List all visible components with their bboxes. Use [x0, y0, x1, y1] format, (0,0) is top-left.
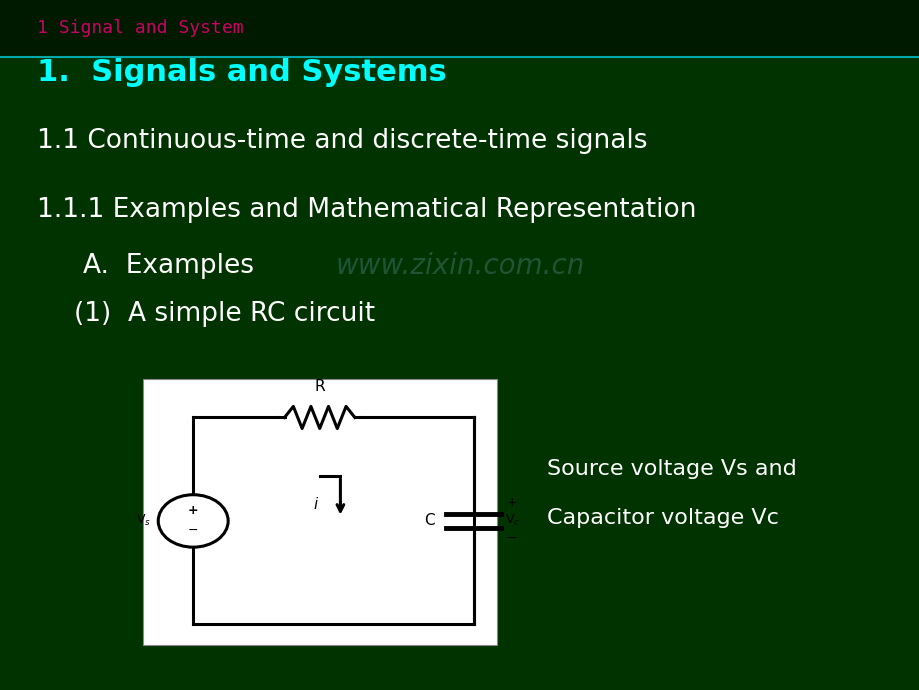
Text: +: + — [187, 504, 199, 518]
Text: −: − — [506, 532, 516, 545]
Text: 1.  Signals and Systems: 1. Signals and Systems — [37, 58, 446, 87]
Text: Capacitor voltage Vc: Capacitor voltage Vc — [547, 508, 778, 527]
Text: V$_c$: V$_c$ — [505, 513, 520, 529]
Text: 1.1 Continuous-time and discrete-time signals: 1.1 Continuous-time and discrete-time si… — [37, 128, 647, 155]
Text: C: C — [424, 513, 435, 529]
Text: V$_s$: V$_s$ — [136, 513, 151, 529]
Text: +: + — [506, 495, 517, 509]
Circle shape — [158, 495, 228, 547]
Text: i: i — [313, 497, 317, 512]
Text: (1)  A simple RC circuit: (1) A simple RC circuit — [74, 301, 374, 327]
Text: R: R — [314, 379, 324, 394]
Text: 1 Signal and System: 1 Signal and System — [37, 19, 244, 37]
Text: 1.1.1 Examples and Mathematical Representation: 1.1.1 Examples and Mathematical Represen… — [37, 197, 696, 224]
Text: −: − — [187, 524, 199, 538]
Text: Source voltage Vs and: Source voltage Vs and — [547, 460, 796, 479]
Bar — [0, 0, 919, 57]
Text: www.zixin.com.cn: www.zixin.com.cn — [335, 252, 584, 279]
Bar — [142, 380, 496, 645]
Text: A.  Examples: A. Examples — [83, 253, 254, 279]
